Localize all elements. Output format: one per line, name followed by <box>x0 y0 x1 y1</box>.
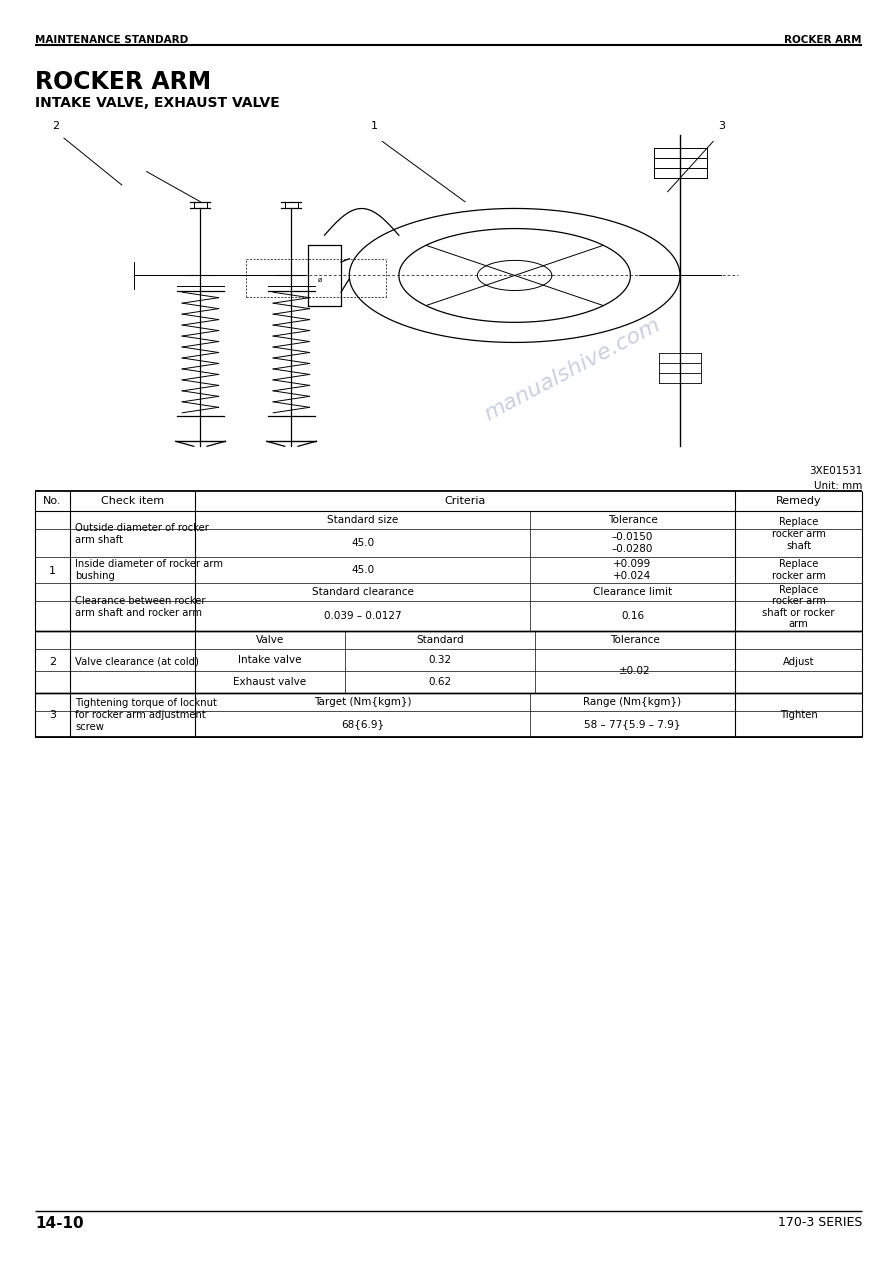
Text: Valve clearance (at cold): Valve clearance (at cold) <box>75 657 198 667</box>
Text: Unit: mm: Unit: mm <box>814 481 862 491</box>
Text: 68{6.9}: 68{6.9} <box>341 719 384 729</box>
Text: 2: 2 <box>49 657 56 667</box>
Text: Tightening torque of locknut
for rocker arm adjustment
screw: Tightening torque of locknut for rocker … <box>75 698 217 731</box>
Text: Standard: Standard <box>417 635 464 645</box>
Text: 1: 1 <box>49 566 56 576</box>
Text: Replace
rocker arm
shaft or rocker
arm: Replace rocker arm shaft or rocker arm <box>763 585 835 629</box>
Text: Standard clearance: Standard clearance <box>312 587 413 597</box>
Text: Exhaust valve: Exhaust valve <box>233 677 307 687</box>
Text: Remedy: Remedy <box>776 496 822 506</box>
Text: Replace
rocker arm: Replace rocker arm <box>772 560 825 581</box>
Text: Tolerance: Tolerance <box>608 515 657 525</box>
Text: Standard size: Standard size <box>327 515 398 525</box>
Text: Outside diameter of rocker
arm shaft: Outside diameter of rocker arm shaft <box>75 523 209 544</box>
Text: ø: ø <box>318 277 323 283</box>
Text: 45.0: 45.0 <box>351 565 374 575</box>
Text: ROCKER ARM: ROCKER ARM <box>35 69 211 93</box>
Text: No.: No. <box>43 496 62 506</box>
Text: 45.0: 45.0 <box>351 538 374 548</box>
Text: 170-3 SERIES: 170-3 SERIES <box>778 1216 862 1229</box>
Text: ROCKER ARM: ROCKER ARM <box>785 35 862 45</box>
Text: Clearance limit: Clearance limit <box>593 587 672 597</box>
Text: INTAKE VALVE, EXHAUST VALVE: INTAKE VALVE, EXHAUST VALVE <box>35 96 280 110</box>
Text: 3: 3 <box>49 710 56 720</box>
Text: Range (Nm{kgm}): Range (Nm{kgm}) <box>584 697 681 707</box>
Text: Clearance between rocker
arm shaft and rocker arm: Clearance between rocker arm shaft and r… <box>75 596 206 618</box>
Text: 58 – 77{5.9 – 7.9}: 58 – 77{5.9 – 7.9} <box>585 719 680 729</box>
Text: MAINTENANCE STANDARD: MAINTENANCE STANDARD <box>35 35 189 45</box>
Text: manualshive.com: manualshive.com <box>481 314 664 424</box>
Text: 0.16: 0.16 <box>621 611 644 621</box>
Text: Tighten: Tighten <box>780 710 817 720</box>
Text: Target (Nm{kgm}): Target (Nm{kgm}) <box>314 697 411 707</box>
Text: +0.099
+0.024: +0.099 +0.024 <box>613 560 652 581</box>
Text: –0.0150
–0.0280: –0.0150 –0.0280 <box>611 532 654 553</box>
Text: 1: 1 <box>371 121 377 131</box>
Text: Replace
rocker arm
shaft: Replace rocker arm shaft <box>772 518 825 551</box>
Text: 3: 3 <box>718 121 725 131</box>
Text: 14-10: 14-10 <box>35 1216 84 1231</box>
Text: Intake valve: Intake valve <box>238 655 302 666</box>
Text: Check item: Check item <box>101 496 164 506</box>
Text: Inside diameter of rocker arm
bushing: Inside diameter of rocker arm bushing <box>75 560 223 581</box>
Text: 3XE01531: 3XE01531 <box>809 466 862 476</box>
Text: 0.62: 0.62 <box>428 677 451 687</box>
Text: 0.039 – 0.0127: 0.039 – 0.0127 <box>324 611 401 621</box>
Text: 0.32: 0.32 <box>428 655 451 666</box>
Text: Valve: Valve <box>256 635 284 645</box>
Text: Criteria: Criteria <box>444 496 485 506</box>
Text: 2: 2 <box>52 121 59 131</box>
Text: Tolerance: Tolerance <box>610 635 660 645</box>
Text: ±0.02: ±0.02 <box>620 666 651 676</box>
Text: Adjust: Adjust <box>783 657 814 667</box>
